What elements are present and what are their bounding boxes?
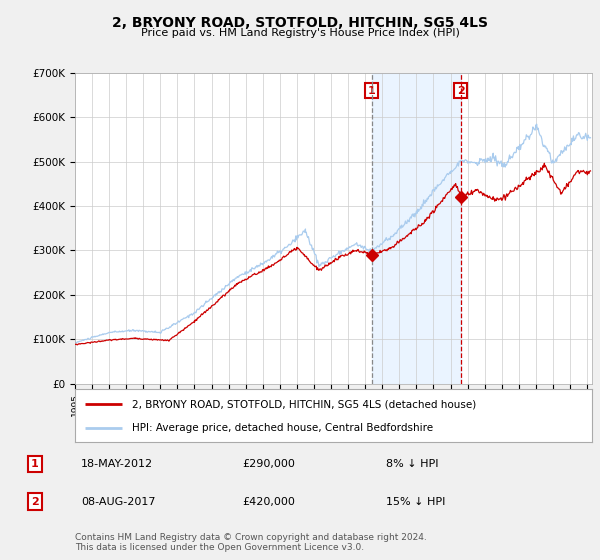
Text: 1: 1 bbox=[31, 459, 39, 469]
Text: 2, BRYONY ROAD, STOTFOLD, HITCHIN, SG5 4LS (detached house): 2, BRYONY ROAD, STOTFOLD, HITCHIN, SG5 4… bbox=[132, 399, 476, 409]
Text: 1: 1 bbox=[368, 86, 376, 96]
Text: 18-MAY-2012: 18-MAY-2012 bbox=[81, 459, 153, 469]
Text: This data is licensed under the Open Government Licence v3.0.: This data is licensed under the Open Gov… bbox=[75, 543, 364, 552]
Text: £290,000: £290,000 bbox=[242, 459, 295, 469]
Text: HPI: Average price, detached house, Central Bedfordshire: HPI: Average price, detached house, Cent… bbox=[132, 422, 433, 432]
Text: 15% ↓ HPI: 15% ↓ HPI bbox=[386, 497, 446, 507]
Bar bbox=[371, 73, 461, 384]
Text: 2, BRYONY ROAD, STOTFOLD, HITCHIN, SG5 4LS: 2, BRYONY ROAD, STOTFOLD, HITCHIN, SG5 4… bbox=[112, 16, 488, 30]
Text: 2: 2 bbox=[31, 497, 39, 507]
Text: Contains HM Land Registry data © Crown copyright and database right 2024.: Contains HM Land Registry data © Crown c… bbox=[75, 533, 427, 542]
Text: 2: 2 bbox=[457, 86, 464, 96]
Text: £420,000: £420,000 bbox=[242, 497, 295, 507]
Text: 08-AUG-2017: 08-AUG-2017 bbox=[81, 497, 155, 507]
Text: Price paid vs. HM Land Registry's House Price Index (HPI): Price paid vs. HM Land Registry's House … bbox=[140, 28, 460, 38]
Text: 8% ↓ HPI: 8% ↓ HPI bbox=[386, 459, 439, 469]
